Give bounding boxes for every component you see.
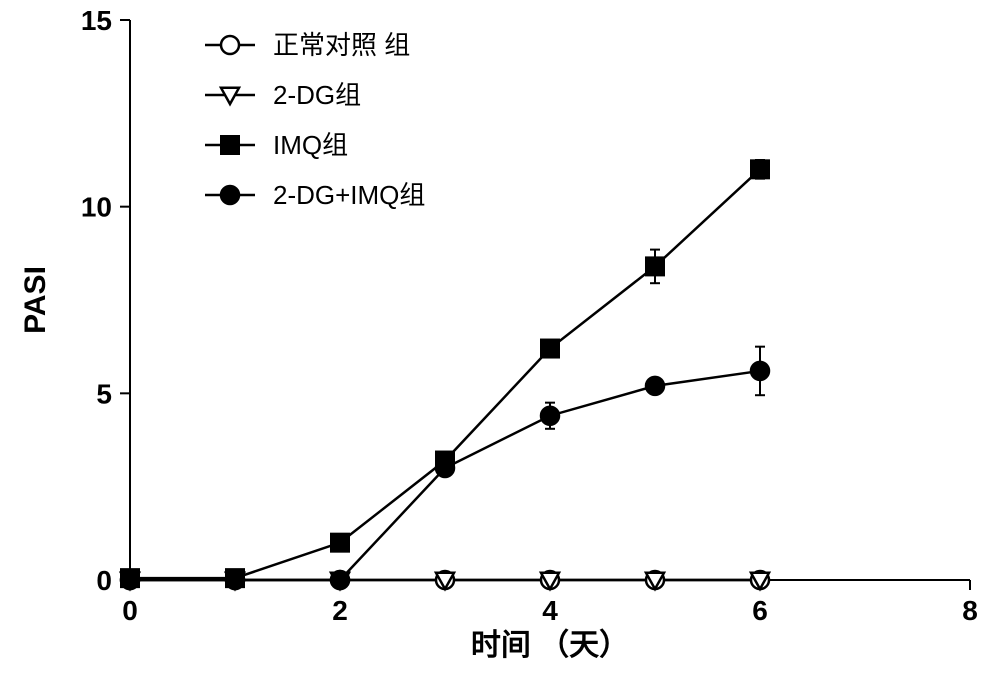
y-tick-label: 10 [81,192,112,223]
series [130,169,760,578]
legend-item: 2-DG组 [205,80,361,110]
legend-item: 正常对照 组 [205,30,410,60]
legend-label: IMQ组 [273,130,348,160]
legend-label: 正常对照 组 [273,30,410,60]
x-tick-label: 6 [752,595,768,626]
y-tick-label: 15 [81,5,112,36]
x-tick-label: 0 [122,595,138,626]
pasi-line-chart: 0 2 4 6 8 0 5 10 15 时间 （天） PASI 正常对照 组 2-DG组 IMQ组 2-DG… [0,0,1000,684]
legend-item: IMQ组 [205,130,348,160]
y-axis-title: PASI [19,266,52,334]
x-axis-title: 时间 （天） [471,628,629,662]
x-tick-label: 2 [332,595,348,626]
y-tick-label: 0 [96,565,112,596]
x-tick-label: 8 [962,595,978,626]
x-tick-label: 4 [542,595,558,626]
legend-label: 2-DG组 [273,80,361,110]
legend-label: 2-DG+IMQ组 [273,180,425,210]
y-tick-label: 5 [96,378,112,409]
chart-svg: 0 2 4 6 8 0 5 10 15 时间 （天） PASI 正常对照 组 2-DG组 IMQ组 2-DG… [0,0,1000,684]
legend-item: 2-DG+IMQ组 [205,180,425,210]
